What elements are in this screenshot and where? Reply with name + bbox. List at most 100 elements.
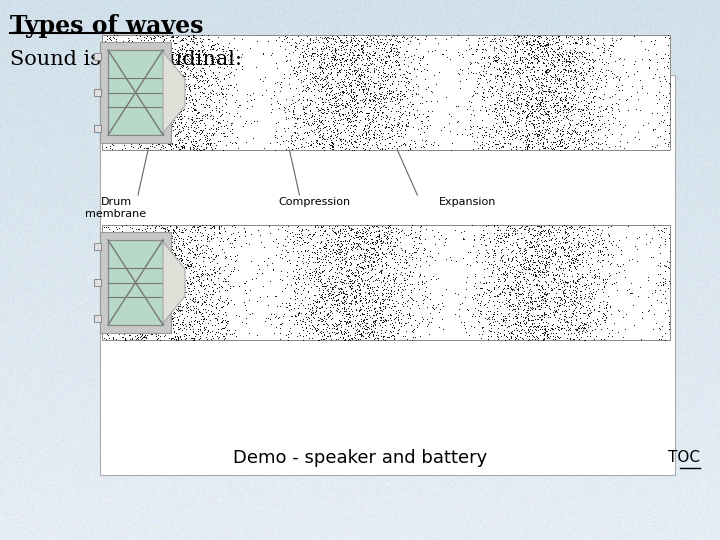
Point	[147, 240, 158, 249]
Point	[122, 282, 134, 291]
Point	[476, 307, 487, 315]
Point	[153, 70, 165, 78]
Point	[392, 329, 404, 338]
Point	[430, 80, 441, 89]
Point	[217, 302, 229, 310]
Point	[564, 49, 576, 57]
Point	[582, 296, 594, 305]
Point	[566, 311, 577, 320]
Point	[163, 226, 175, 235]
Point	[112, 300, 124, 308]
Point	[562, 251, 573, 260]
Point	[548, 88, 559, 97]
Point	[232, 45, 243, 54]
Point	[594, 246, 606, 255]
Point	[190, 259, 202, 267]
Point	[161, 242, 173, 251]
Point	[331, 107, 343, 116]
Point	[124, 324, 135, 333]
Point	[117, 69, 128, 78]
Point	[500, 270, 511, 279]
Point	[328, 54, 340, 63]
Point	[294, 330, 306, 339]
Point	[336, 59, 347, 68]
Point	[145, 35, 157, 43]
Point	[528, 267, 540, 276]
Point	[480, 222, 492, 231]
Point	[330, 296, 342, 305]
Point	[200, 240, 212, 249]
Point	[358, 48, 369, 56]
Point	[289, 230, 301, 238]
Point	[516, 283, 528, 292]
Point	[372, 242, 384, 251]
Point	[155, 118, 166, 127]
Point	[546, 58, 557, 67]
Point	[596, 112, 608, 120]
Point	[217, 316, 228, 325]
Point	[554, 145, 565, 154]
Point	[536, 141, 548, 150]
Point	[570, 312, 582, 321]
Point	[346, 35, 357, 44]
Point	[179, 287, 190, 296]
Point	[390, 272, 402, 281]
Point	[506, 231, 518, 240]
Point	[491, 70, 503, 79]
Point	[320, 129, 332, 138]
Point	[588, 41, 600, 50]
Point	[125, 305, 136, 314]
Point	[348, 95, 359, 104]
Point	[210, 106, 222, 114]
Point	[181, 263, 192, 272]
Point	[364, 32, 376, 40]
Point	[302, 83, 313, 92]
Point	[310, 249, 321, 258]
Point	[501, 97, 513, 106]
Point	[315, 272, 326, 281]
Point	[552, 332, 563, 340]
Point	[216, 302, 228, 311]
Point	[471, 83, 482, 92]
Point	[349, 276, 361, 285]
Point	[146, 272, 158, 280]
Point	[124, 108, 135, 117]
Point	[356, 41, 367, 50]
Point	[202, 328, 213, 336]
Point	[351, 79, 362, 88]
Point	[399, 140, 410, 149]
Point	[178, 286, 189, 294]
Point	[194, 222, 205, 231]
Point	[540, 117, 552, 126]
Point	[521, 282, 533, 291]
Point	[363, 288, 374, 296]
Point	[193, 77, 204, 85]
Point	[359, 65, 371, 74]
Point	[604, 51, 616, 60]
Point	[576, 110, 588, 118]
Point	[654, 323, 665, 332]
Point	[155, 67, 166, 76]
Point	[139, 40, 150, 49]
Point	[522, 141, 534, 150]
Point	[137, 270, 148, 279]
Point	[213, 106, 225, 115]
Point	[145, 96, 157, 105]
Point	[372, 241, 384, 250]
Point	[304, 268, 315, 277]
Point	[144, 69, 156, 77]
Point	[474, 277, 486, 286]
Point	[544, 232, 555, 241]
Point	[165, 108, 176, 117]
Point	[134, 286, 145, 295]
Point	[598, 334, 610, 343]
Point	[286, 113, 297, 122]
Point	[579, 320, 590, 329]
Point	[564, 119, 576, 128]
Point	[264, 228, 276, 237]
Point	[325, 264, 337, 273]
Point	[366, 300, 378, 309]
Point	[162, 319, 174, 328]
Point	[564, 260, 576, 269]
Point	[205, 247, 217, 255]
